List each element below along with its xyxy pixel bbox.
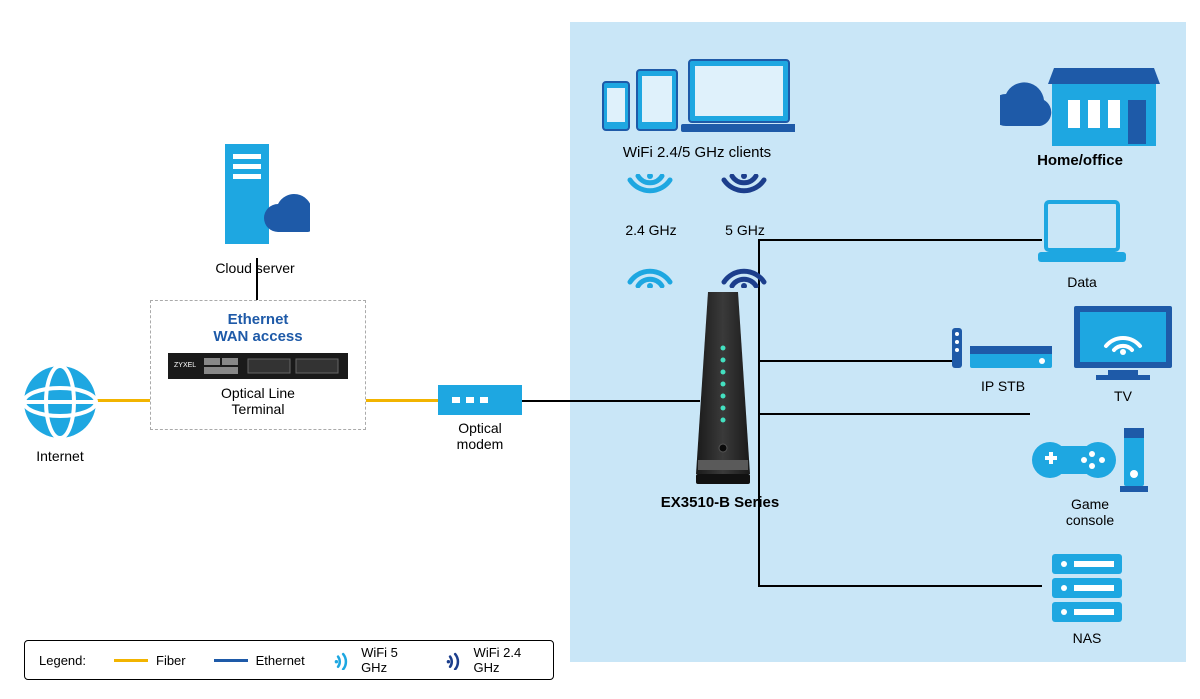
legend-label: Ethernet	[256, 653, 305, 668]
legend-label: Fiber	[156, 653, 186, 668]
router-icon	[678, 288, 768, 488]
optical-modem-label: Optical modem	[438, 420, 522, 452]
tv-icon	[1068, 300, 1178, 390]
wifi-clients-label: WiFi 2.4/5 GHz clients	[592, 144, 802, 161]
game-label: Game console	[1030, 496, 1150, 528]
legend-item-0: Fiber	[114, 653, 186, 668]
game-console-icon	[1030, 420, 1150, 500]
lan-h-2	[758, 413, 1030, 415]
legend-swatch	[114, 659, 148, 662]
legend-swatch	[214, 659, 248, 662]
fiber-line-0	[92, 399, 150, 402]
legend-label: WiFi 5 GHz	[361, 645, 417, 675]
modem-router-line	[520, 400, 700, 402]
wifi24-down-icon	[622, 248, 678, 288]
wifi5-down-icon	[716, 248, 772, 288]
band24-label: 2.4 GHz	[616, 222, 686, 238]
wifi-clients-icon	[595, 52, 795, 142]
globe-icon	[20, 362, 100, 442]
data-label: Data	[1032, 274, 1132, 290]
legend-item-2: WiFi 5 GHz	[333, 645, 417, 675]
legend-wifi-icon	[445, 650, 465, 670]
band5-label: 5 GHz	[710, 222, 780, 238]
olt-label: Optical Line Terminal	[159, 385, 357, 417]
fiber-line-1	[364, 399, 438, 402]
cloud-server-icon	[200, 136, 310, 256]
internet-label: Internet	[20, 448, 100, 464]
lan-h-1	[758, 360, 955, 362]
legend: Legend: Fiber Ethernet WiFi 5 GHz WiFi 2.4…	[24, 640, 554, 680]
nas-icon	[1042, 548, 1132, 628]
home-office-icon	[1000, 44, 1160, 154]
legend-label: WiFi 2.4 GHz	[474, 645, 539, 675]
home-office-label: Home/office	[1000, 152, 1160, 169]
tv-label: TV	[1068, 388, 1178, 404]
legend-title: Legend:	[39, 653, 86, 668]
router-label: EX3510-B Series	[640, 494, 800, 511]
olt-device-icon: ZYXEL	[168, 353, 348, 379]
wifi24-up-icon	[622, 174, 678, 214]
optical-modem-icon	[438, 385, 522, 415]
legend-wifi-icon	[333, 650, 353, 670]
ipstb-icon	[948, 324, 1058, 384]
lan-h-0	[758, 239, 1042, 241]
legend-item-1: Ethernet	[214, 653, 305, 668]
data-laptop-icon	[1032, 198, 1132, 270]
lan-h-3	[758, 585, 1042, 587]
nas-label: NAS	[1042, 630, 1132, 646]
svg-text:ZYXEL: ZYXEL	[174, 362, 196, 369]
ethernet-wan-label: Ethernet WAN access	[159, 311, 357, 345]
olt-box: Ethernet WAN access ZYXEL Optical Line T…	[150, 300, 366, 430]
cloud-server-label: Cloud server	[195, 260, 315, 276]
wifi5-up-icon	[716, 174, 772, 214]
legend-item-3: WiFi 2.4 GHz	[445, 645, 539, 675]
ipstb-label: IP STB	[948, 378, 1058, 394]
